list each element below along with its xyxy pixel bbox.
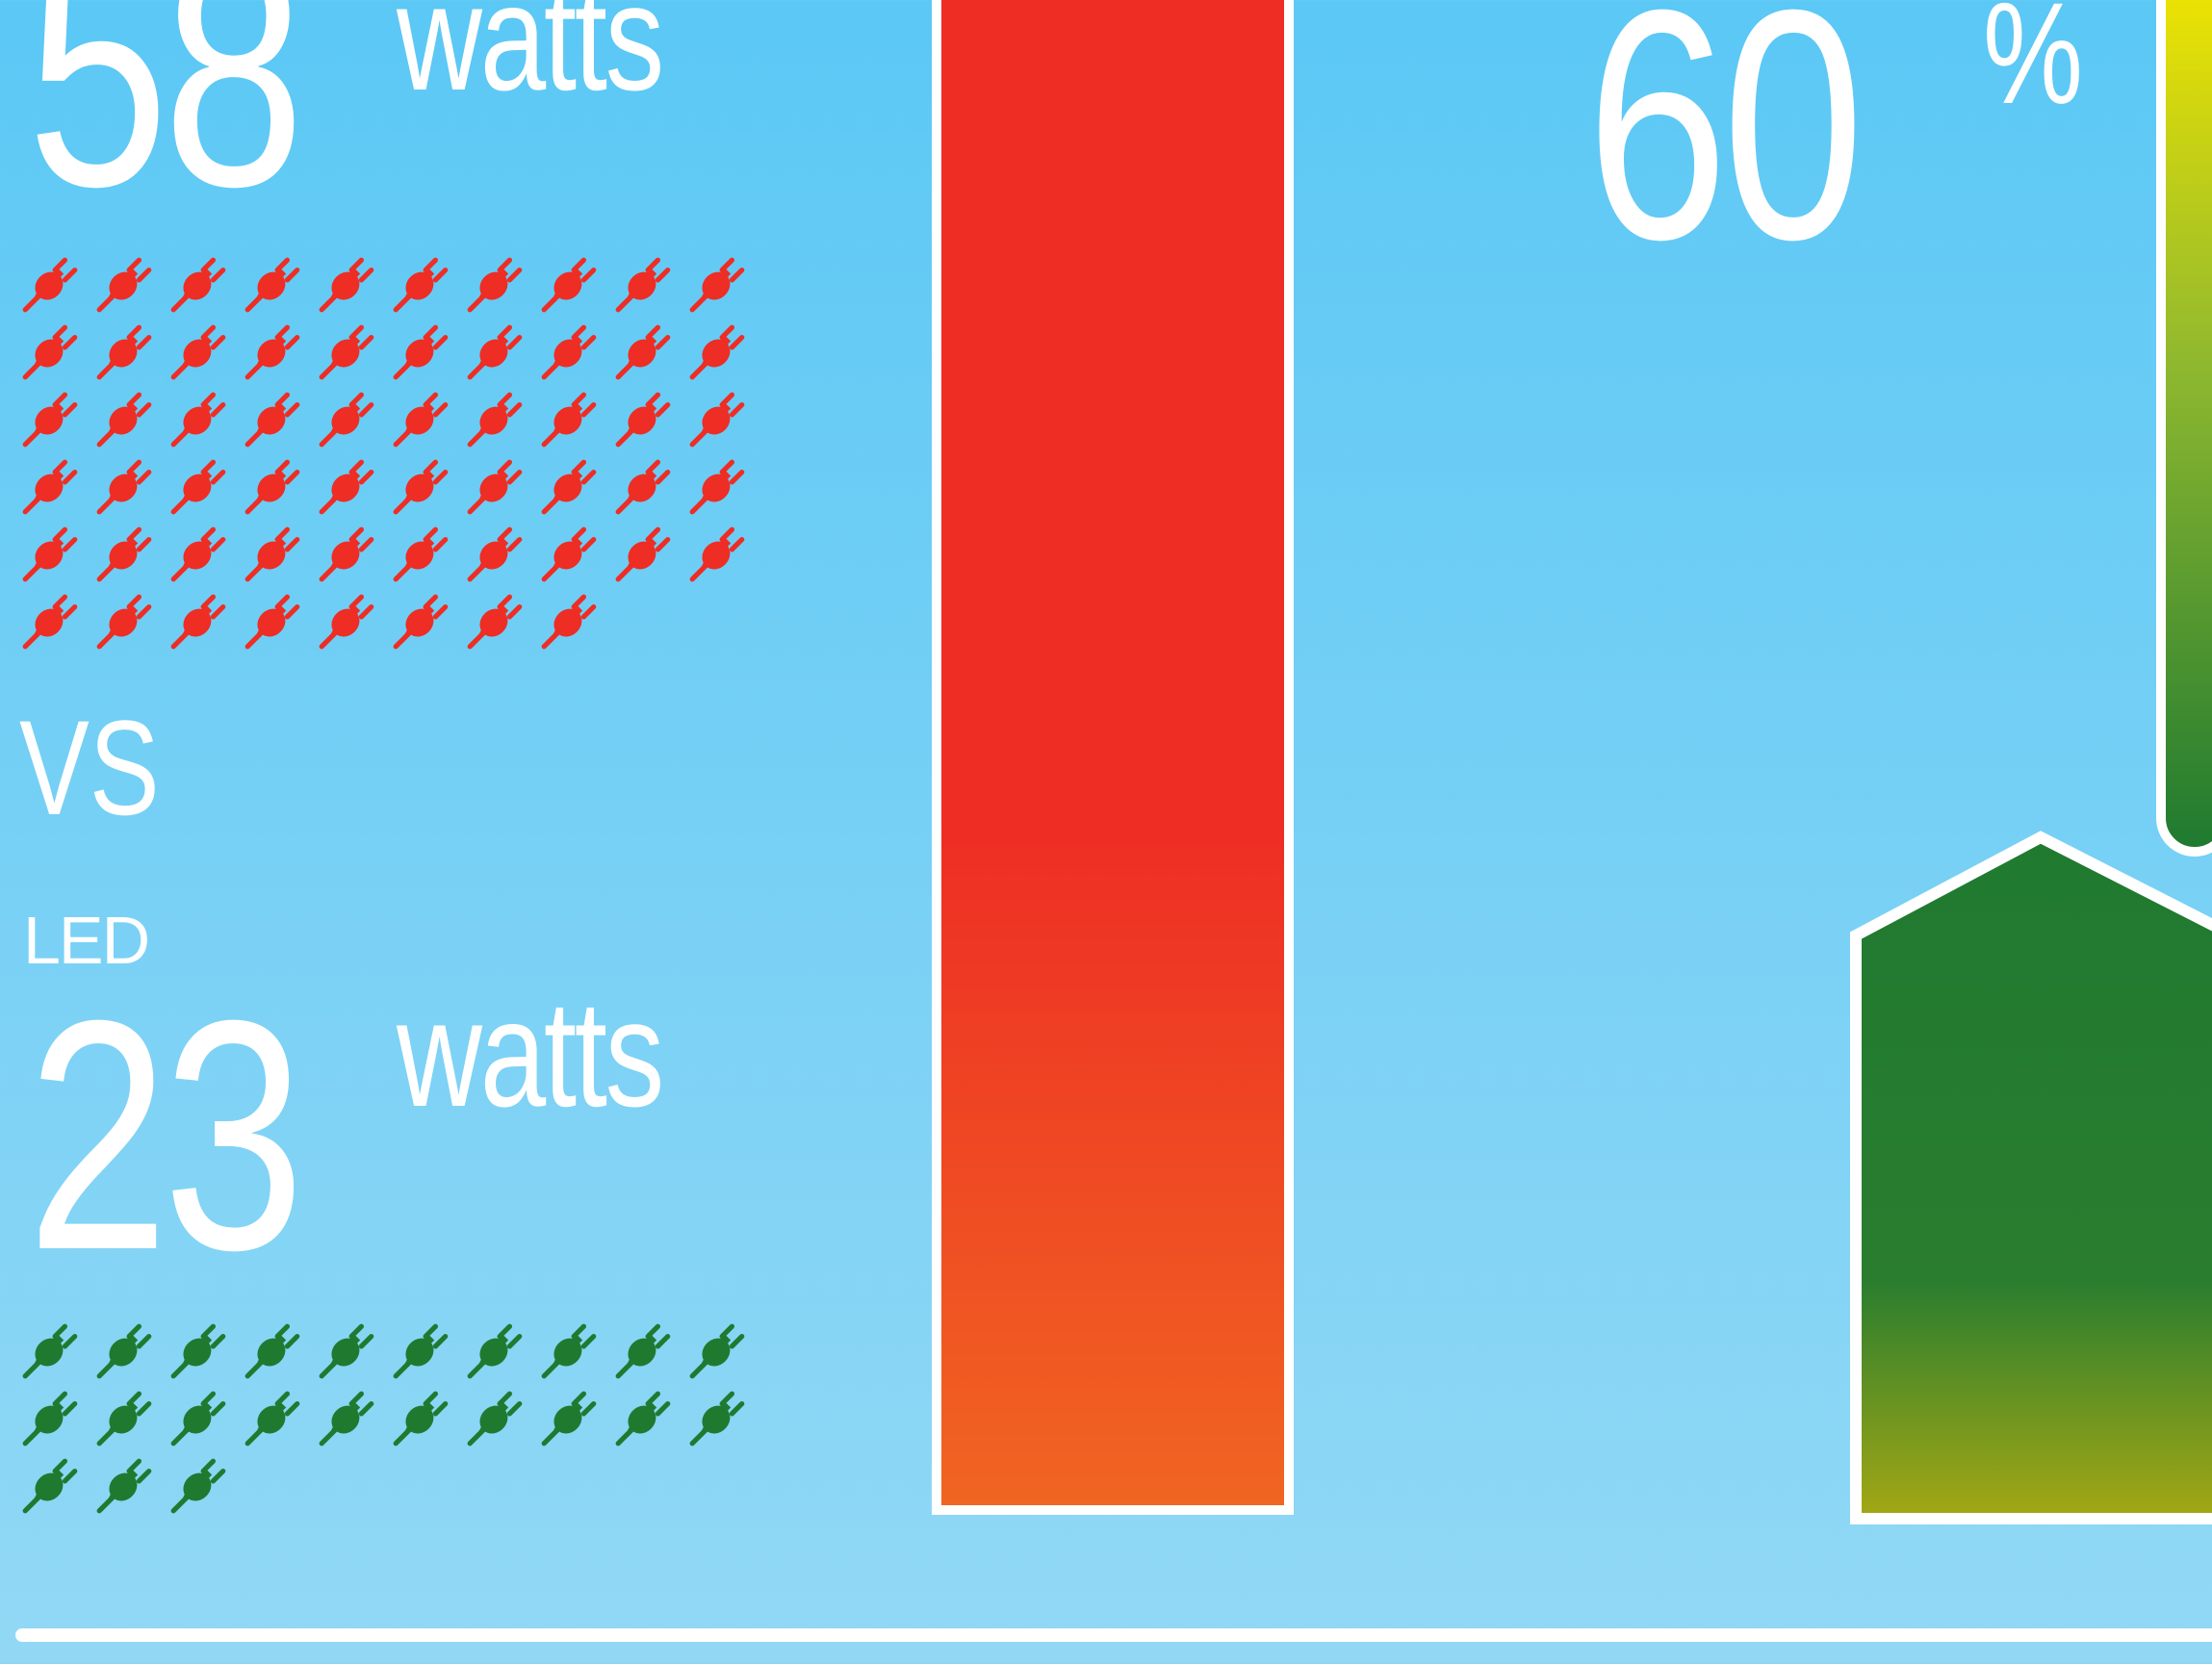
plug-icon: [242, 589, 316, 656]
plug-icon: [93, 589, 167, 656]
plug-icon: [19, 1386, 93, 1453]
plug-icon: [612, 252, 686, 320]
plug-icon: [242, 387, 316, 454]
plug-icon: [93, 1453, 167, 1521]
plug-icon: [390, 252, 464, 320]
plug-icon: [167, 320, 242, 387]
plug-icon: [686, 522, 760, 589]
baseline-rule: [15, 1628, 2212, 1642]
plug-icon: [242, 1318, 316, 1386]
plug-icon: [19, 589, 93, 656]
plug-icon: [167, 1453, 242, 1521]
plug-icon: [464, 252, 538, 320]
plug-icon: [464, 1386, 538, 1453]
plug-icon: [464, 589, 538, 656]
plug-icon: [612, 522, 686, 589]
plug-icon: [464, 522, 538, 589]
plug-icon: [390, 320, 464, 387]
plug-icon: [19, 522, 93, 589]
savings-tube: [2156, 0, 2212, 857]
plug-icon: [316, 320, 390, 387]
incandescent-plug-grid: [19, 252, 760, 656]
plug-icon: [316, 252, 390, 320]
plug-icon: [612, 320, 686, 387]
plug-icon: [612, 454, 686, 522]
plug-icon: [538, 252, 612, 320]
plug-icon: [390, 522, 464, 589]
plug-icon: [167, 589, 242, 656]
plug-icon: [686, 1318, 760, 1386]
plug-icon: [686, 454, 760, 522]
plug-icon: [464, 320, 538, 387]
led-watts-unit: watts: [397, 969, 664, 1139]
plug-icon: [686, 387, 760, 454]
plug-icon: [167, 387, 242, 454]
incandescent-watts-unit: watts: [397, 0, 664, 122]
plug-icon: [612, 1318, 686, 1386]
plug-icon: [538, 387, 612, 454]
plug-icon: [316, 1386, 390, 1453]
plug-icon: [93, 454, 167, 522]
plug-icon: [464, 1318, 538, 1386]
plug-icon: [316, 387, 390, 454]
led-house-shape: [1850, 831, 2212, 1524]
plug-icon: [538, 1318, 612, 1386]
plug-icon: [167, 252, 242, 320]
plug-icon: [242, 1386, 316, 1453]
plug-icon: [19, 454, 93, 522]
plug-icon: [390, 1318, 464, 1386]
plug-icon: [686, 1386, 760, 1453]
versus-label: VS: [19, 692, 160, 843]
plug-icon: [19, 252, 93, 320]
plug-icon: [93, 387, 167, 454]
incandescent-bar: [932, 0, 1294, 1515]
plug-icon: [93, 320, 167, 387]
led-watts-value: 23: [27, 953, 305, 1318]
plug-icon: [167, 454, 242, 522]
plug-icon: [316, 1318, 390, 1386]
plug-icon: [93, 522, 167, 589]
plug-icon: [464, 454, 538, 522]
led-label: LED: [23, 903, 150, 978]
plug-icon: [612, 387, 686, 454]
incandescent-watts-value: 58: [27, 0, 305, 255]
plug-icon: [538, 454, 612, 522]
plug-icon: [167, 522, 242, 589]
plug-icon: [538, 522, 612, 589]
plug-icon: [242, 252, 316, 320]
plug-icon: [316, 522, 390, 589]
plug-icon: [19, 320, 93, 387]
plug-icon: [316, 589, 390, 656]
savings-percent-value: 60: [1586, 0, 1865, 308]
plug-icon: [686, 252, 760, 320]
plug-icon: [686, 320, 760, 387]
plug-icon: [464, 387, 538, 454]
plug-icon: [167, 1318, 242, 1386]
plug-icon: [538, 589, 612, 656]
plug-icon: [167, 1386, 242, 1453]
plug-icon: [242, 320, 316, 387]
plug-icon: [19, 1453, 93, 1521]
plug-icon: [612, 1386, 686, 1453]
plug-icon: [390, 1386, 464, 1453]
plug-icon: [19, 1318, 93, 1386]
plug-icon: [390, 589, 464, 656]
plug-icon: [93, 1318, 167, 1386]
plug-icon: [316, 454, 390, 522]
savings-percent-unit: %: [1983, 0, 2083, 134]
plug-icon: [19, 387, 93, 454]
plug-icon: [93, 252, 167, 320]
plug-icon: [538, 1386, 612, 1453]
plug-icon: [390, 454, 464, 522]
led-plug-grid: [19, 1318, 760, 1521]
plug-icon: [93, 1386, 167, 1453]
plug-icon: [390, 387, 464, 454]
plug-icon: [538, 320, 612, 387]
plug-icon: [242, 454, 316, 522]
plug-icon: [242, 522, 316, 589]
